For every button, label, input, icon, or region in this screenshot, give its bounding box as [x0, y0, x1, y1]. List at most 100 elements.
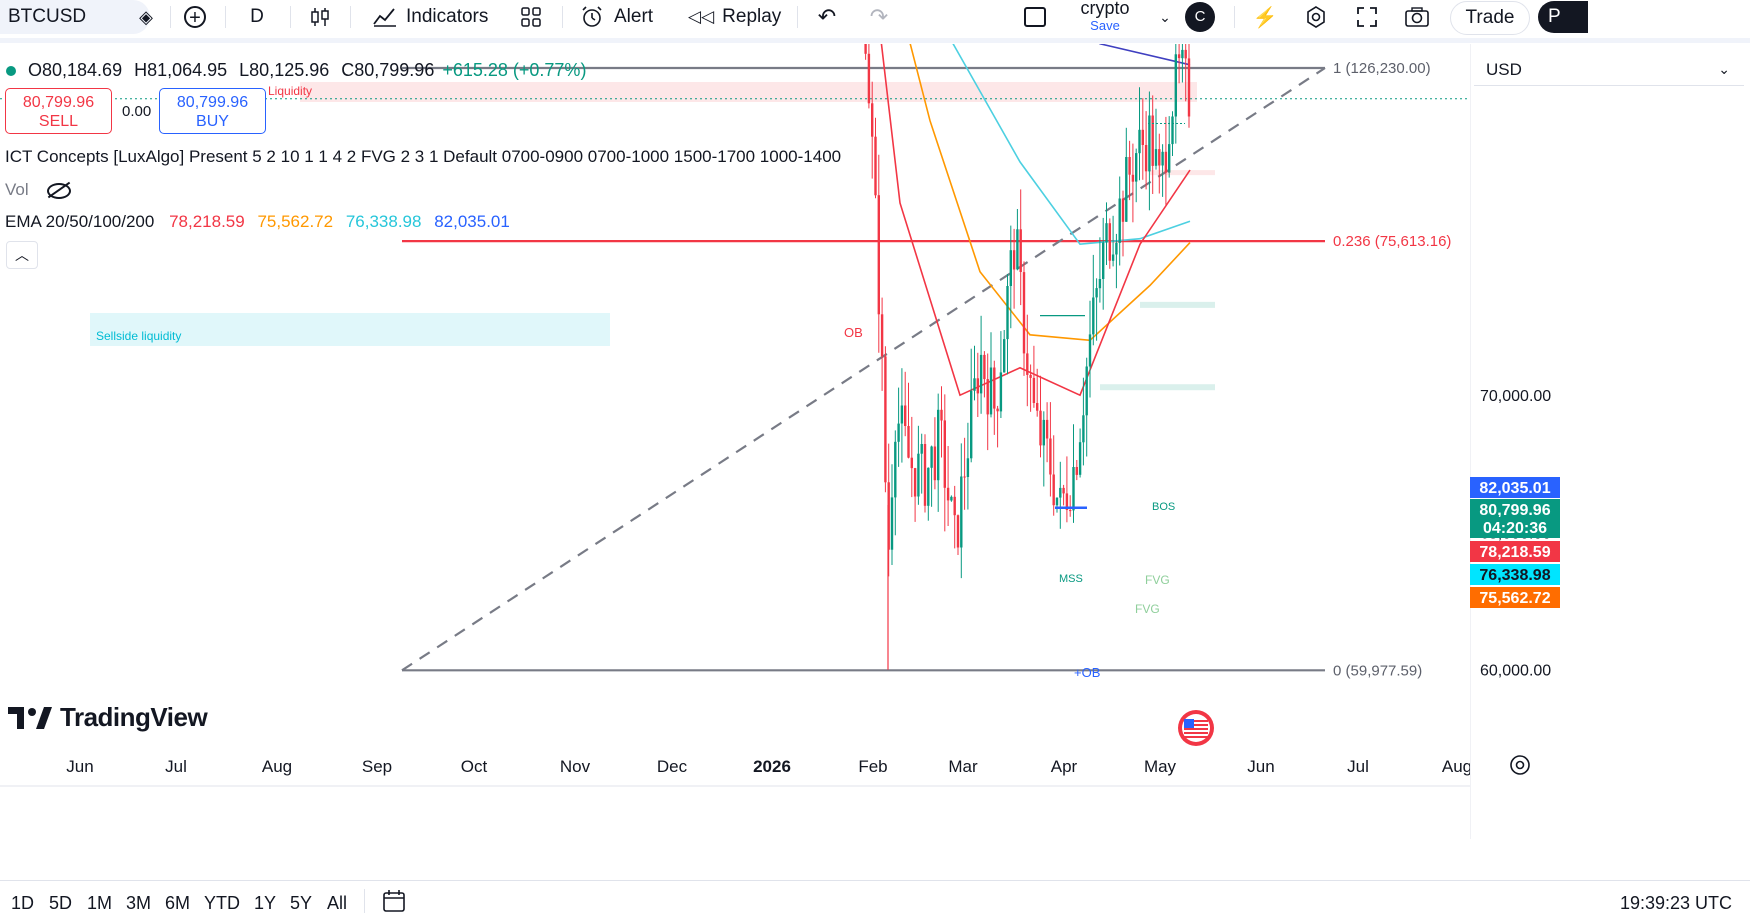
- candle-body: [953, 496, 956, 516]
- range-6m[interactable]: 6M: [165, 893, 191, 913]
- buy-button[interactable]: 80,799.96 BUY: [159, 88, 266, 134]
- time-axis-label: Nov: [560, 757, 591, 776]
- interval-button[interactable]: D: [240, 0, 274, 34]
- candle-body: [946, 487, 950, 501]
- volume-legend[interactable]: Vol: [5, 180, 72, 200]
- candle-body: [943, 420, 946, 488]
- candle-body: [1181, 49, 1184, 59]
- eye-off-icon[interactable]: [47, 181, 72, 199]
- candle-body: [920, 444, 923, 454]
- candle-body: [999, 372, 1003, 412]
- buy-price: 80,799.96: [176, 94, 249, 111]
- ema200-value: 82,035.01: [434, 212, 510, 231]
- layout-menu-button[interactable]: ⌄: [1148, 0, 1182, 34]
- fvg-zone: [1150, 170, 1215, 176]
- buy-label: BUY: [196, 113, 229, 130]
- candle-body: [960, 476, 963, 548]
- goto-date-button[interactable]: [382, 889, 408, 920]
- fvg-zone: [1100, 384, 1215, 391]
- undo-icon: ↶: [817, 4, 837, 29]
- candle-body: [1052, 474, 1055, 506]
- price-chart[interactable]: 1 (126,230.00)0.786 (112,051.98)0.618 (1…: [0, 44, 1470, 839]
- layout-name: crypto: [1080, 0, 1130, 18]
- add-symbol-button[interactable]: +: [178, 0, 212, 34]
- layout-toggle-button[interactable]: [1018, 0, 1052, 34]
- time-axis-label: Aug: [262, 757, 292, 776]
- alert-label: Alert: [614, 6, 654, 27]
- ict-indicator-legend[interactable]: ICT Concepts [LuxAlgo] Present 5 2 10 1 …: [5, 147, 842, 166]
- candle-body: [937, 409, 940, 481]
- time-axis-label: Feb: [858, 757, 887, 776]
- time-axis-label: Apr: [1051, 757, 1078, 776]
- chart-annotation: +OB: [1074, 665, 1100, 680]
- candle-body: [880, 314, 884, 357]
- candle-body: [871, 103, 874, 137]
- ema-legend[interactable]: EMA 20/50/100/200 78,218.59 75,562.72 76…: [5, 212, 510, 232]
- indicators-button[interactable]: Indicators: [372, 0, 488, 34]
- currency-label: USD: [1486, 59, 1522, 79]
- publish-label: P: [1548, 6, 1561, 27]
- snapshot-button[interactable]: [1400, 0, 1434, 34]
- avatar[interactable]: C: [1185, 0, 1215, 34]
- range-1d[interactable]: 1D: [11, 893, 35, 913]
- trade-button[interactable]: Trade: [1450, 1, 1530, 35]
- sell-button[interactable]: 80,799.96 SELL: [5, 88, 112, 134]
- candle-body: [1026, 353, 1029, 375]
- candle-body: [1029, 374, 1032, 378]
- candle-body: [1135, 153, 1138, 182]
- replay-button[interactable]: ◁◁ Replay: [688, 0, 781, 34]
- clock[interactable]: 19:39:23 UTC: [1619, 893, 1732, 913]
- candle-body: [1151, 115, 1154, 166]
- open-value: O80,184.69: [28, 60, 123, 80]
- price-tag: [1470, 477, 1560, 498]
- candle-body: [874, 136, 877, 196]
- templates-button[interactable]: [514, 0, 548, 34]
- volume-label: Vol: [5, 180, 29, 199]
- range-3m[interactable]: 3M: [126, 893, 152, 913]
- chart-annotation: OB: [844, 325, 863, 340]
- candle-body: [1161, 151, 1164, 166]
- currency-selector[interactable]: USD ⌄: [1474, 54, 1744, 86]
- layout-name-button[interactable]: crypto Save: [1064, 0, 1146, 34]
- candle-body: [923, 444, 927, 506]
- candle-body: [1148, 115, 1151, 172]
- time-axis-label: Jun: [66, 757, 93, 776]
- symbol-search[interactable]: BTCUSD: [0, 0, 150, 34]
- settings-button[interactable]: [1299, 0, 1333, 34]
- undo-button[interactable]: ↶: [810, 0, 844, 34]
- range-5d[interactable]: 5D: [49, 893, 73, 913]
- symbol-name: BTCUSD: [8, 6, 87, 27]
- chart-type-button[interactable]: [303, 0, 337, 34]
- fullscreen-button[interactable]: [1350, 0, 1384, 34]
- chart-annotation: BOS: [1152, 501, 1175, 513]
- price-axis[interactable]: 120,000.00115,000.00110,000.00105,000.00…: [1469, 44, 1750, 839]
- lightning-search-icon: ⚡: [1252, 6, 1278, 29]
- redo-button[interactable]: ↷: [862, 0, 896, 34]
- range-all[interactable]: All: [327, 893, 348, 913]
- candle-body: [1032, 377, 1036, 403]
- price-scale[interactable]: 120,000.00115,000.00110,000.00105,000.00…: [1469, 44, 1750, 839]
- range-1y[interactable]: 1Y: [254, 893, 277, 913]
- alert-button[interactable]: Alert: [580, 0, 653, 34]
- symbol-info-button[interactable]: ◈: [129, 0, 163, 34]
- quick-search-button[interactable]: ⚡: [1248, 0, 1282, 34]
- candle-body: [1168, 144, 1171, 173]
- collapse-legend-button[interactable]: ︿: [6, 241, 38, 269]
- range-1m[interactable]: 1M: [87, 893, 113, 913]
- interval-label: D: [250, 6, 264, 27]
- watermark-text: TradingView: [60, 702, 208, 732]
- indicators-label: Indicators: [406, 6, 489, 27]
- candle-body: [1069, 510, 1072, 512]
- publish-button[interactable]: P: [1538, 1, 1588, 33]
- trade-label: Trade: [1465, 7, 1515, 28]
- chart-plot-area[interactable]: 1 (126,230.00)0.786 (112,051.98)0.618 (1…: [0, 44, 1470, 839]
- candle-body: [1042, 419, 1045, 446]
- range-ytd[interactable]: YTD: [204, 893, 240, 913]
- ema20-value: 78,218.59: [169, 212, 245, 231]
- candle-body: [1118, 198, 1121, 243]
- candles-icon: [311, 8, 329, 26]
- candle-body: [1125, 157, 1128, 222]
- price-tag-label: 78,218.59: [1479, 544, 1550, 561]
- candle-body: [1187, 58, 1191, 117]
- range-5y[interactable]: 5Y: [290, 893, 313, 913]
